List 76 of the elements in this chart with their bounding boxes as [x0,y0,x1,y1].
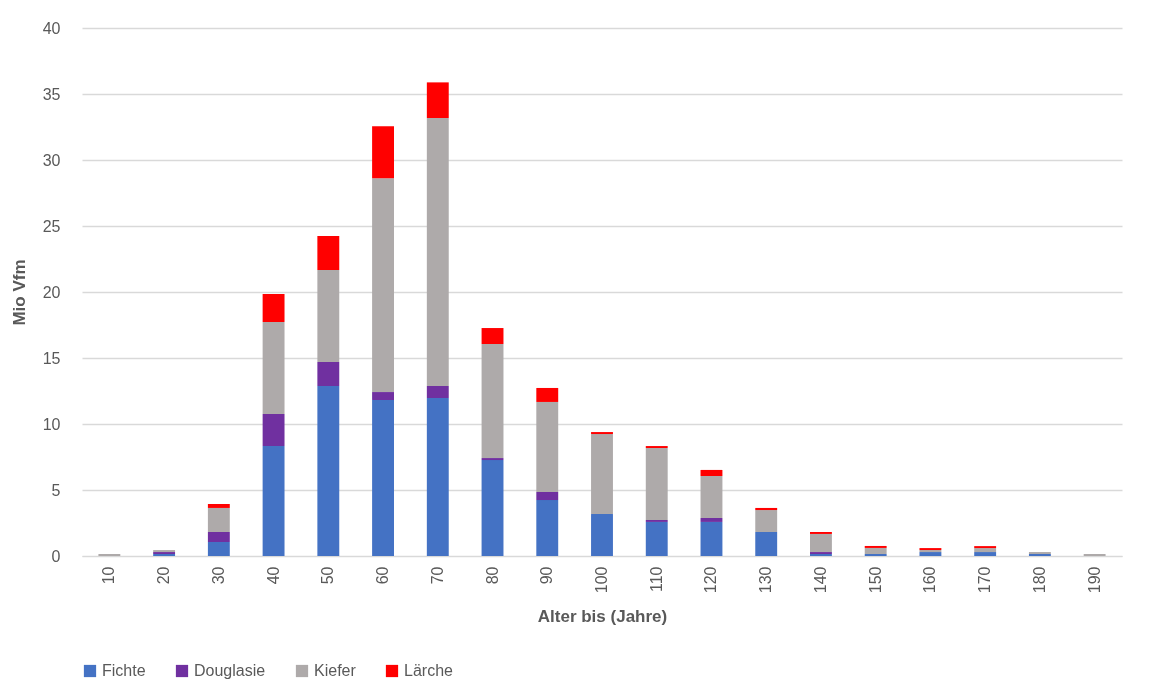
y-tick-label: 20 [42,283,61,301]
bar [536,500,559,556]
bar [591,434,613,515]
bar [645,521,668,556]
x-tick-label: 50 [319,566,337,585]
bar [426,82,449,119]
bar [700,521,723,556]
legend-label: Douglasie [194,662,266,679]
bar [262,293,285,322]
y-tick-label: 10 [42,415,61,433]
bar [591,514,613,556]
x-tick-label: 170 [976,566,994,594]
bar [481,344,504,459]
y-tick-label: 40 [42,19,61,37]
bar [262,446,285,556]
bar [372,399,394,556]
bar [974,552,997,556]
x-axis-title: Alter bis (Jahre) [537,607,668,627]
bar [481,328,504,345]
bar [426,385,449,398]
bar [481,460,504,556]
legend-label: Fichte [102,662,146,679]
x-tick-label: 60 [374,566,392,585]
y-axis-title: Mio Vfm [9,259,29,326]
legend-label: Lärche [404,662,454,679]
x-tick-label: 110 [647,566,665,593]
bar [700,517,723,522]
legend-label: Kiefer [314,662,357,679]
y-tick-label: 15 [42,349,61,367]
y-tick-label: 0 [51,547,61,565]
bar [536,491,559,501]
x-tick-label: 190 [1085,566,1103,594]
bar [372,178,394,393]
y-tick-label: 30 [42,151,61,169]
y-tick-label: 35 [42,85,61,103]
bar [426,398,449,556]
bar [317,269,340,362]
bar [810,533,832,553]
x-tick-label: 180 [1030,566,1048,594]
bar [207,531,230,543]
x-tick-label: 40 [264,566,282,585]
bar [317,361,340,386]
x-tick-label: 140 [811,566,829,594]
bar [262,413,285,447]
x-tick-label: 70 [428,566,446,585]
x-tick-label: 20 [155,566,173,585]
bar [864,547,887,555]
y-tick-label: 5 [51,481,61,499]
bar [372,392,394,400]
bar [700,469,723,477]
bar [207,503,230,508]
x-tick-label: 160 [921,566,939,594]
x-tick-label: 150 [866,566,884,594]
bar [974,548,997,553]
x-tick-label: 120 [702,566,720,594]
bar [262,321,285,414]
bar [536,401,559,492]
x-tick-label: 10 [100,566,118,585]
x-tick-label: 80 [483,566,501,585]
bar [372,126,394,179]
bar [426,118,449,386]
bar [207,507,230,532]
y-tick-label: 25 [42,217,61,235]
bar [755,507,778,511]
bar [317,236,340,270]
bar [207,542,230,556]
bar [700,476,723,518]
x-tick-label: 100 [593,566,610,594]
x-tick-label: 30 [209,566,227,585]
bar [317,385,340,556]
bar [755,510,778,532]
bar [536,387,559,402]
bar [645,448,668,520]
x-tick-label: 90 [538,566,556,585]
x-tick-label: 130 [757,566,775,594]
bar [755,531,778,556]
